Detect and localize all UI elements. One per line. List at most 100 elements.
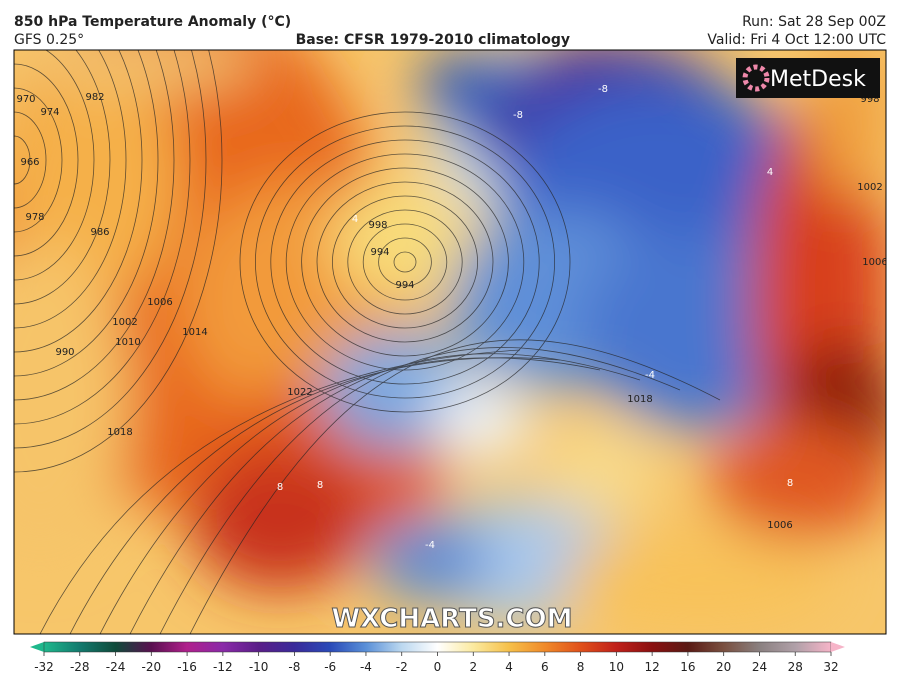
isobar (316, 181, 494, 343)
isobar (14, 111, 47, 209)
isobar (129, 353, 641, 634)
anomaly-label: -4 (645, 370, 655, 381)
isobar (362, 223, 448, 301)
isobar (69, 357, 561, 634)
anomaly-region (560, 530, 840, 630)
isobar (14, 50, 223, 473)
anomaly-region (540, 420, 660, 520)
isobar (301, 167, 509, 357)
colorbar-high-arrow (831, 642, 845, 652)
anomaly-label: 8 (787, 478, 793, 489)
isobar (254, 125, 556, 399)
isobar-label: 1006 (767, 520, 792, 531)
isobar (331, 195, 478, 329)
colorbar-ticks: -32 -28 -24 -20 -16 -12 -10 -8 -6 -4 -2 0 2 4 6 8 10 12 16… (34, 652, 839, 674)
map-title: 850 hPa Temperature Anomaly (°C) (14, 14, 291, 30)
colorbar-tick-label: -10 (249, 660, 269, 674)
isobar-label: 998 (860, 94, 879, 105)
anomaly-field (14, 50, 886, 630)
isobar-label: 1022 (287, 387, 312, 398)
isobar (39, 349, 521, 634)
anomaly-region (420, 50, 520, 130)
colorbar-tick-label: -4 (360, 660, 372, 674)
isobar (99, 357, 601, 634)
isobar-label: 1018 (107, 427, 132, 438)
colorbar-tick-label: 32 (823, 660, 838, 674)
logo-icon (742, 64, 770, 92)
isobar-label: 974 (40, 107, 59, 118)
map-area: 970 966 974 978 982 986 990 994 998 1002 1006 1010 1… (14, 50, 887, 634)
isobar (14, 50, 191, 425)
colorbar-tick-label: -28 (70, 660, 90, 674)
colorbar-tick-label: 8 (577, 660, 585, 674)
colorbar-tick-label: -20 (142, 660, 162, 674)
colorbar-tick-label: -16 (177, 660, 197, 674)
anomaly-region (20, 50, 260, 90)
logo-text: MetDesk (770, 67, 866, 92)
anomaly-region (190, 450, 370, 590)
isobar (270, 139, 540, 385)
colorbar-tick-label: 24 (752, 660, 767, 674)
isobar (14, 50, 175, 401)
colorbar-tick-label: 12 (644, 660, 659, 674)
run-label: Run: Sat 28 Sep 00Z (742, 14, 886, 30)
isobar-label: 978 (25, 212, 44, 223)
colorbar-low-arrow (30, 642, 44, 652)
anomaly-region (330, 180, 470, 300)
isobar (14, 50, 95, 281)
isobar (239, 111, 571, 413)
isobar (14, 50, 159, 377)
isobar-label: 1002 (857, 182, 882, 193)
base-label: Base: CFSR 1979-2010 climatology (296, 32, 570, 48)
isobar-label: 998 (368, 220, 387, 231)
colorbar-tick-label: 6 (541, 660, 549, 674)
colorbar-tick-label: 2 (469, 660, 477, 674)
isobar (393, 251, 417, 273)
isobar (14, 50, 207, 449)
isobar-label: 1006 (147, 297, 172, 308)
logo-box (736, 58, 880, 98)
colorbar-tick-label: 16 (680, 660, 695, 674)
isobar-label: 1006 (862, 257, 887, 268)
isobar (14, 87, 63, 233)
anomaly-label: -8 (598, 84, 608, 95)
anomaly-label: -8 (513, 110, 523, 121)
isobar (14, 135, 31, 185)
anomaly-label: 4 (767, 167, 773, 178)
colorbar-tick-label: 4 (505, 660, 513, 674)
isobar-label: 1018 (627, 394, 652, 405)
isobar-label: 986 (90, 227, 109, 238)
isobar (285, 153, 525, 371)
colorbar-tick-label: 20 (716, 660, 731, 674)
map-frame (13, 49, 887, 635)
isobars (14, 50, 721, 634)
anomaly-region (14, 60, 180, 300)
anomaly-label: 4 (352, 214, 358, 225)
isobar-label: 966 (20, 157, 39, 168)
isobar-label: 1002 (112, 317, 137, 328)
colorbar-tick-label: 28 (788, 660, 803, 674)
colorbar-tick-label: -6 (324, 660, 336, 674)
colorbar-tick-label: -24 (106, 660, 126, 674)
colorbar-tick-label: 0 (434, 660, 442, 674)
isobar (14, 63, 79, 257)
colorbar-tick-label: 10 (609, 660, 624, 674)
colorbar (43, 641, 832, 653)
isobar (189, 339, 721, 634)
anomaly-label: 8 (317, 480, 323, 491)
isobar-label: 994 (395, 280, 414, 291)
anomaly-region (710, 420, 886, 540)
isobar-label: 1010 (115, 337, 140, 348)
map-labels: 970 966 974 978 982 986 990 994 998 1002 1006 1010 1… (16, 84, 887, 551)
valid-label: Valid: Fri 4 Oct 12:00 UTC (707, 32, 886, 48)
colorbar-tick-label: -12 (213, 660, 233, 674)
anomaly-region (430, 380, 530, 460)
colorbar-tick-label: -32 (34, 660, 54, 674)
watermark: WXCHARTS.COM (331, 604, 572, 634)
isobar (378, 237, 432, 287)
isobar (14, 50, 127, 329)
anomaly-region (14, 240, 130, 560)
isobar-label: 970 (16, 94, 35, 105)
isobar (14, 50, 111, 305)
